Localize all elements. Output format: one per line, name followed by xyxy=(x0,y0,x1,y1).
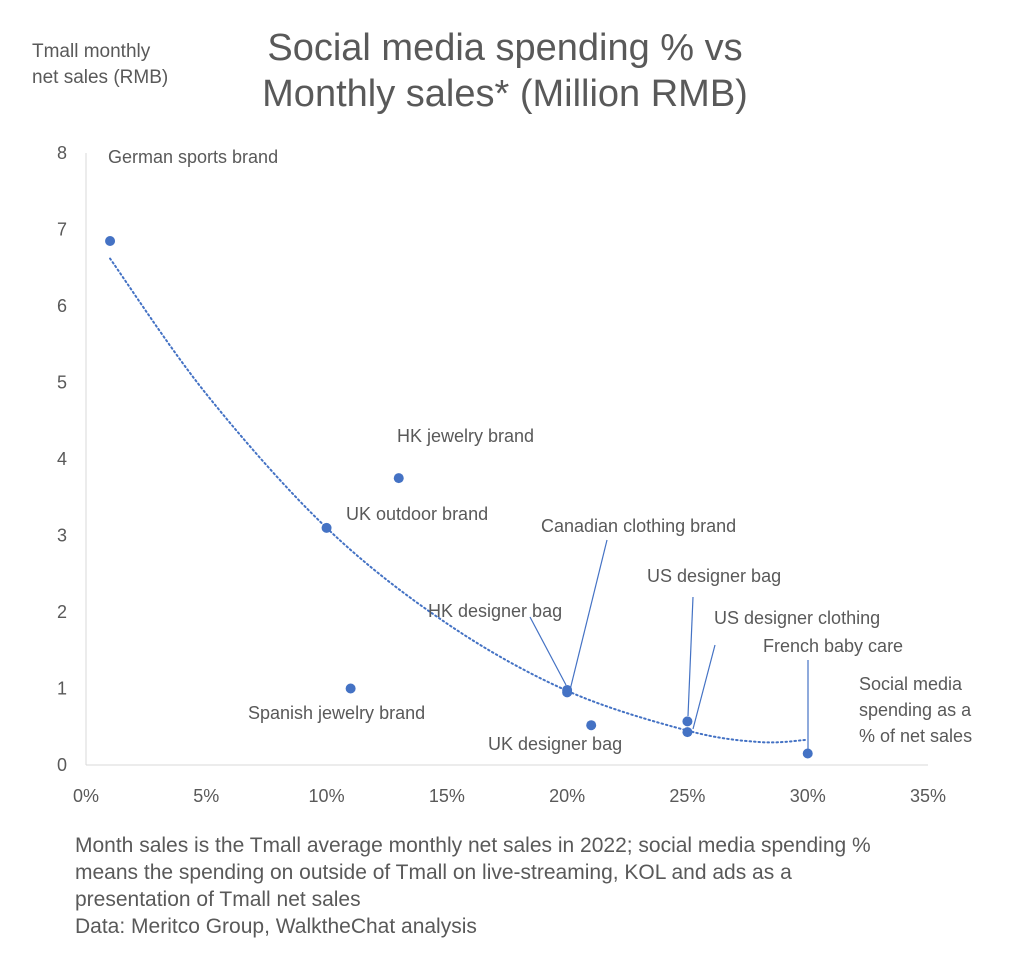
leader-line xyxy=(687,596,694,717)
x-tick-label: 15% xyxy=(429,786,465,806)
y-tick-labels: 0 1 2 3 4 5 6 7 8 xyxy=(57,143,67,775)
x-axis-label-line: Social media xyxy=(859,674,963,694)
leader-lines xyxy=(529,539,809,749)
data-point xyxy=(682,716,693,727)
chart-title-line: Monthly sales* (Million RMB) xyxy=(262,73,748,115)
point-label: HK designer bag xyxy=(428,601,562,621)
point-label: HK jewelry brand xyxy=(397,426,534,446)
footnote-source: Data: Meritco Group, WalktheChat analysi… xyxy=(75,915,477,938)
x-axis-label-line: spending as a xyxy=(859,700,972,720)
x-tick-label: 0% xyxy=(73,786,99,806)
x-axis-label-line: % of net sales xyxy=(859,726,972,746)
leader-line xyxy=(529,616,567,686)
x-tick-label: 25% xyxy=(669,786,705,806)
y-tick-label: 4 xyxy=(57,449,67,469)
x-tick-label: 35% xyxy=(910,786,946,806)
data-point xyxy=(802,748,813,759)
y-tick-label: 2 xyxy=(57,602,67,622)
x-tick-label: 20% xyxy=(549,786,585,806)
footnote-line: Month sales is the Tmall average monthly… xyxy=(75,834,871,857)
data-point xyxy=(345,683,356,694)
leader-line xyxy=(569,539,608,691)
point-annotations: German sports brand UK outdoor brand Spani… xyxy=(108,147,903,754)
point-label: Canadian clothing brand xyxy=(541,516,736,536)
point-label: US designer bag xyxy=(647,566,781,586)
data-point xyxy=(321,522,332,533)
y-tick-label: 1 xyxy=(57,679,67,699)
y-tick-label: 6 xyxy=(57,296,67,316)
y-tick-label: 7 xyxy=(57,220,67,240)
y-axis-label: Tmall monthly net sales (RMB) xyxy=(32,41,168,88)
point-label: Spanish jewelry brand xyxy=(248,703,425,723)
y-tick-label: 8 xyxy=(57,143,67,163)
y-axis-label-line: Tmall monthly xyxy=(32,41,151,62)
data-point xyxy=(562,687,573,698)
data-point xyxy=(393,473,404,484)
x-axis-label: Social media spending as a % of net sales xyxy=(859,674,972,746)
point-label: French baby care xyxy=(763,636,903,656)
data-point xyxy=(105,235,116,246)
y-tick-label: 3 xyxy=(57,526,67,546)
axes xyxy=(85,153,928,766)
y-tick-label: 5 xyxy=(57,373,67,393)
data-point xyxy=(682,727,693,738)
point-label: German sports brand xyxy=(108,147,278,167)
footnote: Month sales is the Tmall average monthly… xyxy=(75,832,1015,940)
point-label: UK outdoor brand xyxy=(346,504,488,524)
trendline-path xyxy=(109,257,809,744)
footnote-line: presentation of Tmall net sales xyxy=(75,888,361,911)
x-tick-label: 10% xyxy=(309,786,345,806)
point-label: UK designer bag xyxy=(488,734,622,754)
x-tick-label: 5% xyxy=(193,786,219,806)
data-points xyxy=(105,235,813,759)
footnote-line: means the spending on outside of Tmall o… xyxy=(75,861,792,884)
x-tick-label: 30% xyxy=(790,786,826,806)
trendline xyxy=(109,257,809,744)
chart-title-line: Social media spending % vs xyxy=(267,27,742,69)
leader-line xyxy=(692,644,716,730)
y-axis-label-line: net sales (RMB) xyxy=(32,67,168,88)
point-label: US designer clothing xyxy=(714,608,880,628)
y-tick-label: 0 xyxy=(57,755,67,775)
x-tick-labels: 0% 5% 10% 15% 20% 25% 30% 35% xyxy=(73,786,946,806)
data-point xyxy=(586,720,597,731)
